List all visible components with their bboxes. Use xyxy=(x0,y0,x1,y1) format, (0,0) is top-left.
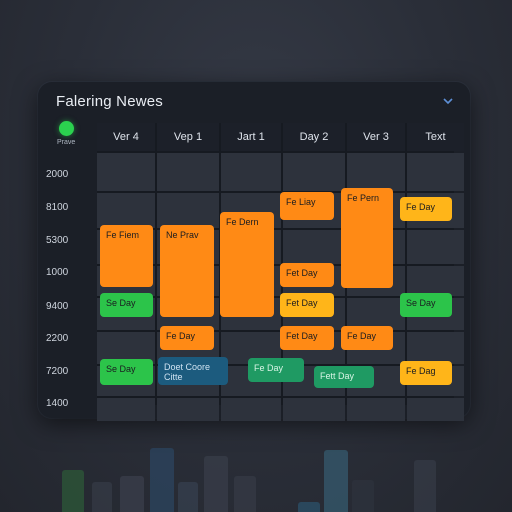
grid-cell[interactable] xyxy=(97,153,155,191)
time-label: 1000 xyxy=(46,267,69,278)
bg-bar xyxy=(234,476,256,512)
grid-cell[interactable] xyxy=(407,153,464,191)
grid-cell[interactable] xyxy=(347,398,405,421)
event-block[interactable]: Fe Day xyxy=(400,197,452,221)
bg-bar xyxy=(298,502,320,512)
column-header[interactable]: Jart 1 xyxy=(221,123,281,151)
grid-cell[interactable] xyxy=(97,332,155,364)
column-header[interactable]: Day 2 xyxy=(283,123,345,151)
bg-bar xyxy=(62,470,84,512)
panel-title: Falering Newes xyxy=(56,93,164,110)
event-block[interactable]: Fe Day xyxy=(341,326,393,350)
time-label: 2000 xyxy=(46,169,69,180)
grid-cell[interactable] xyxy=(283,398,345,421)
chevron-down-icon[interactable] xyxy=(442,95,454,107)
event-block[interactable]: Fe Liay xyxy=(280,192,334,220)
event-block[interactable]: Fett Day xyxy=(314,366,374,388)
time-label: 2200 xyxy=(46,333,69,344)
column-header[interactable]: Vep 1 xyxy=(157,123,219,151)
grid-cell[interactable] xyxy=(283,230,345,264)
time-label: 8100 xyxy=(46,202,69,213)
event-block[interactable]: Fe Dag xyxy=(400,361,452,385)
grid-cell[interactable] xyxy=(407,266,464,296)
time-label: 9400 xyxy=(46,301,69,312)
event-block[interactable]: Fe Day xyxy=(160,326,214,350)
bg-bar xyxy=(120,476,144,512)
bg-bar xyxy=(414,460,436,512)
grid-cell[interactable] xyxy=(157,398,219,421)
bg-bar xyxy=(324,450,348,512)
time-label: 7200 xyxy=(46,366,69,377)
grid-cell[interactable] xyxy=(221,153,281,191)
event-block[interactable]: Fe Pern xyxy=(341,188,393,288)
column-header[interactable]: Ver 3 xyxy=(347,123,405,151)
bg-bar xyxy=(150,448,174,512)
event-block[interactable]: Doet Coore Citte xyxy=(158,357,228,385)
event-block[interactable]: Se Day xyxy=(100,293,153,317)
grid-cell[interactable] xyxy=(407,332,464,364)
event-block[interactable]: Fe Dern xyxy=(220,212,274,317)
status-label: Prave xyxy=(57,139,76,146)
schedule-panel: Falering Newes Prave Ver 4 Vep 1 Jart 1 … xyxy=(38,82,470,421)
bg-bar xyxy=(92,482,112,512)
column-header[interactable]: Text xyxy=(407,123,464,151)
time-label: 1400 xyxy=(46,398,69,409)
time-label: 5300 xyxy=(46,235,69,246)
bg-bar xyxy=(204,456,228,512)
bg-bar xyxy=(352,480,374,512)
event-block[interactable]: Se Day xyxy=(100,359,153,385)
grid-cell[interactable] xyxy=(157,193,219,228)
grid-cell[interactable] xyxy=(347,298,405,330)
grid-cell[interactable] xyxy=(97,193,155,228)
event-block[interactable]: Fet Day xyxy=(280,263,334,287)
grid-cell[interactable] xyxy=(347,153,405,191)
event-block[interactable]: Fe Fiem xyxy=(100,225,153,287)
event-block[interactable]: Ne Prav xyxy=(160,225,214,317)
grid-cell[interactable] xyxy=(157,153,219,191)
status-dot-icon xyxy=(59,121,74,136)
grid-cell[interactable] xyxy=(283,153,345,191)
event-block[interactable]: Fet Day xyxy=(280,326,334,350)
grid-cell[interactable] xyxy=(407,398,464,421)
event-block[interactable]: Se Day xyxy=(400,293,452,317)
event-block[interactable]: Fet Day xyxy=(280,293,334,317)
bg-bar xyxy=(178,482,198,512)
column-header[interactable]: Ver 4 xyxy=(97,123,155,151)
event-block[interactable]: Fe Day xyxy=(248,358,304,382)
grid-cell[interactable] xyxy=(407,230,464,264)
background-bars xyxy=(0,442,512,512)
grid-cell[interactable] xyxy=(221,398,281,421)
grid-cell[interactable] xyxy=(97,398,155,421)
